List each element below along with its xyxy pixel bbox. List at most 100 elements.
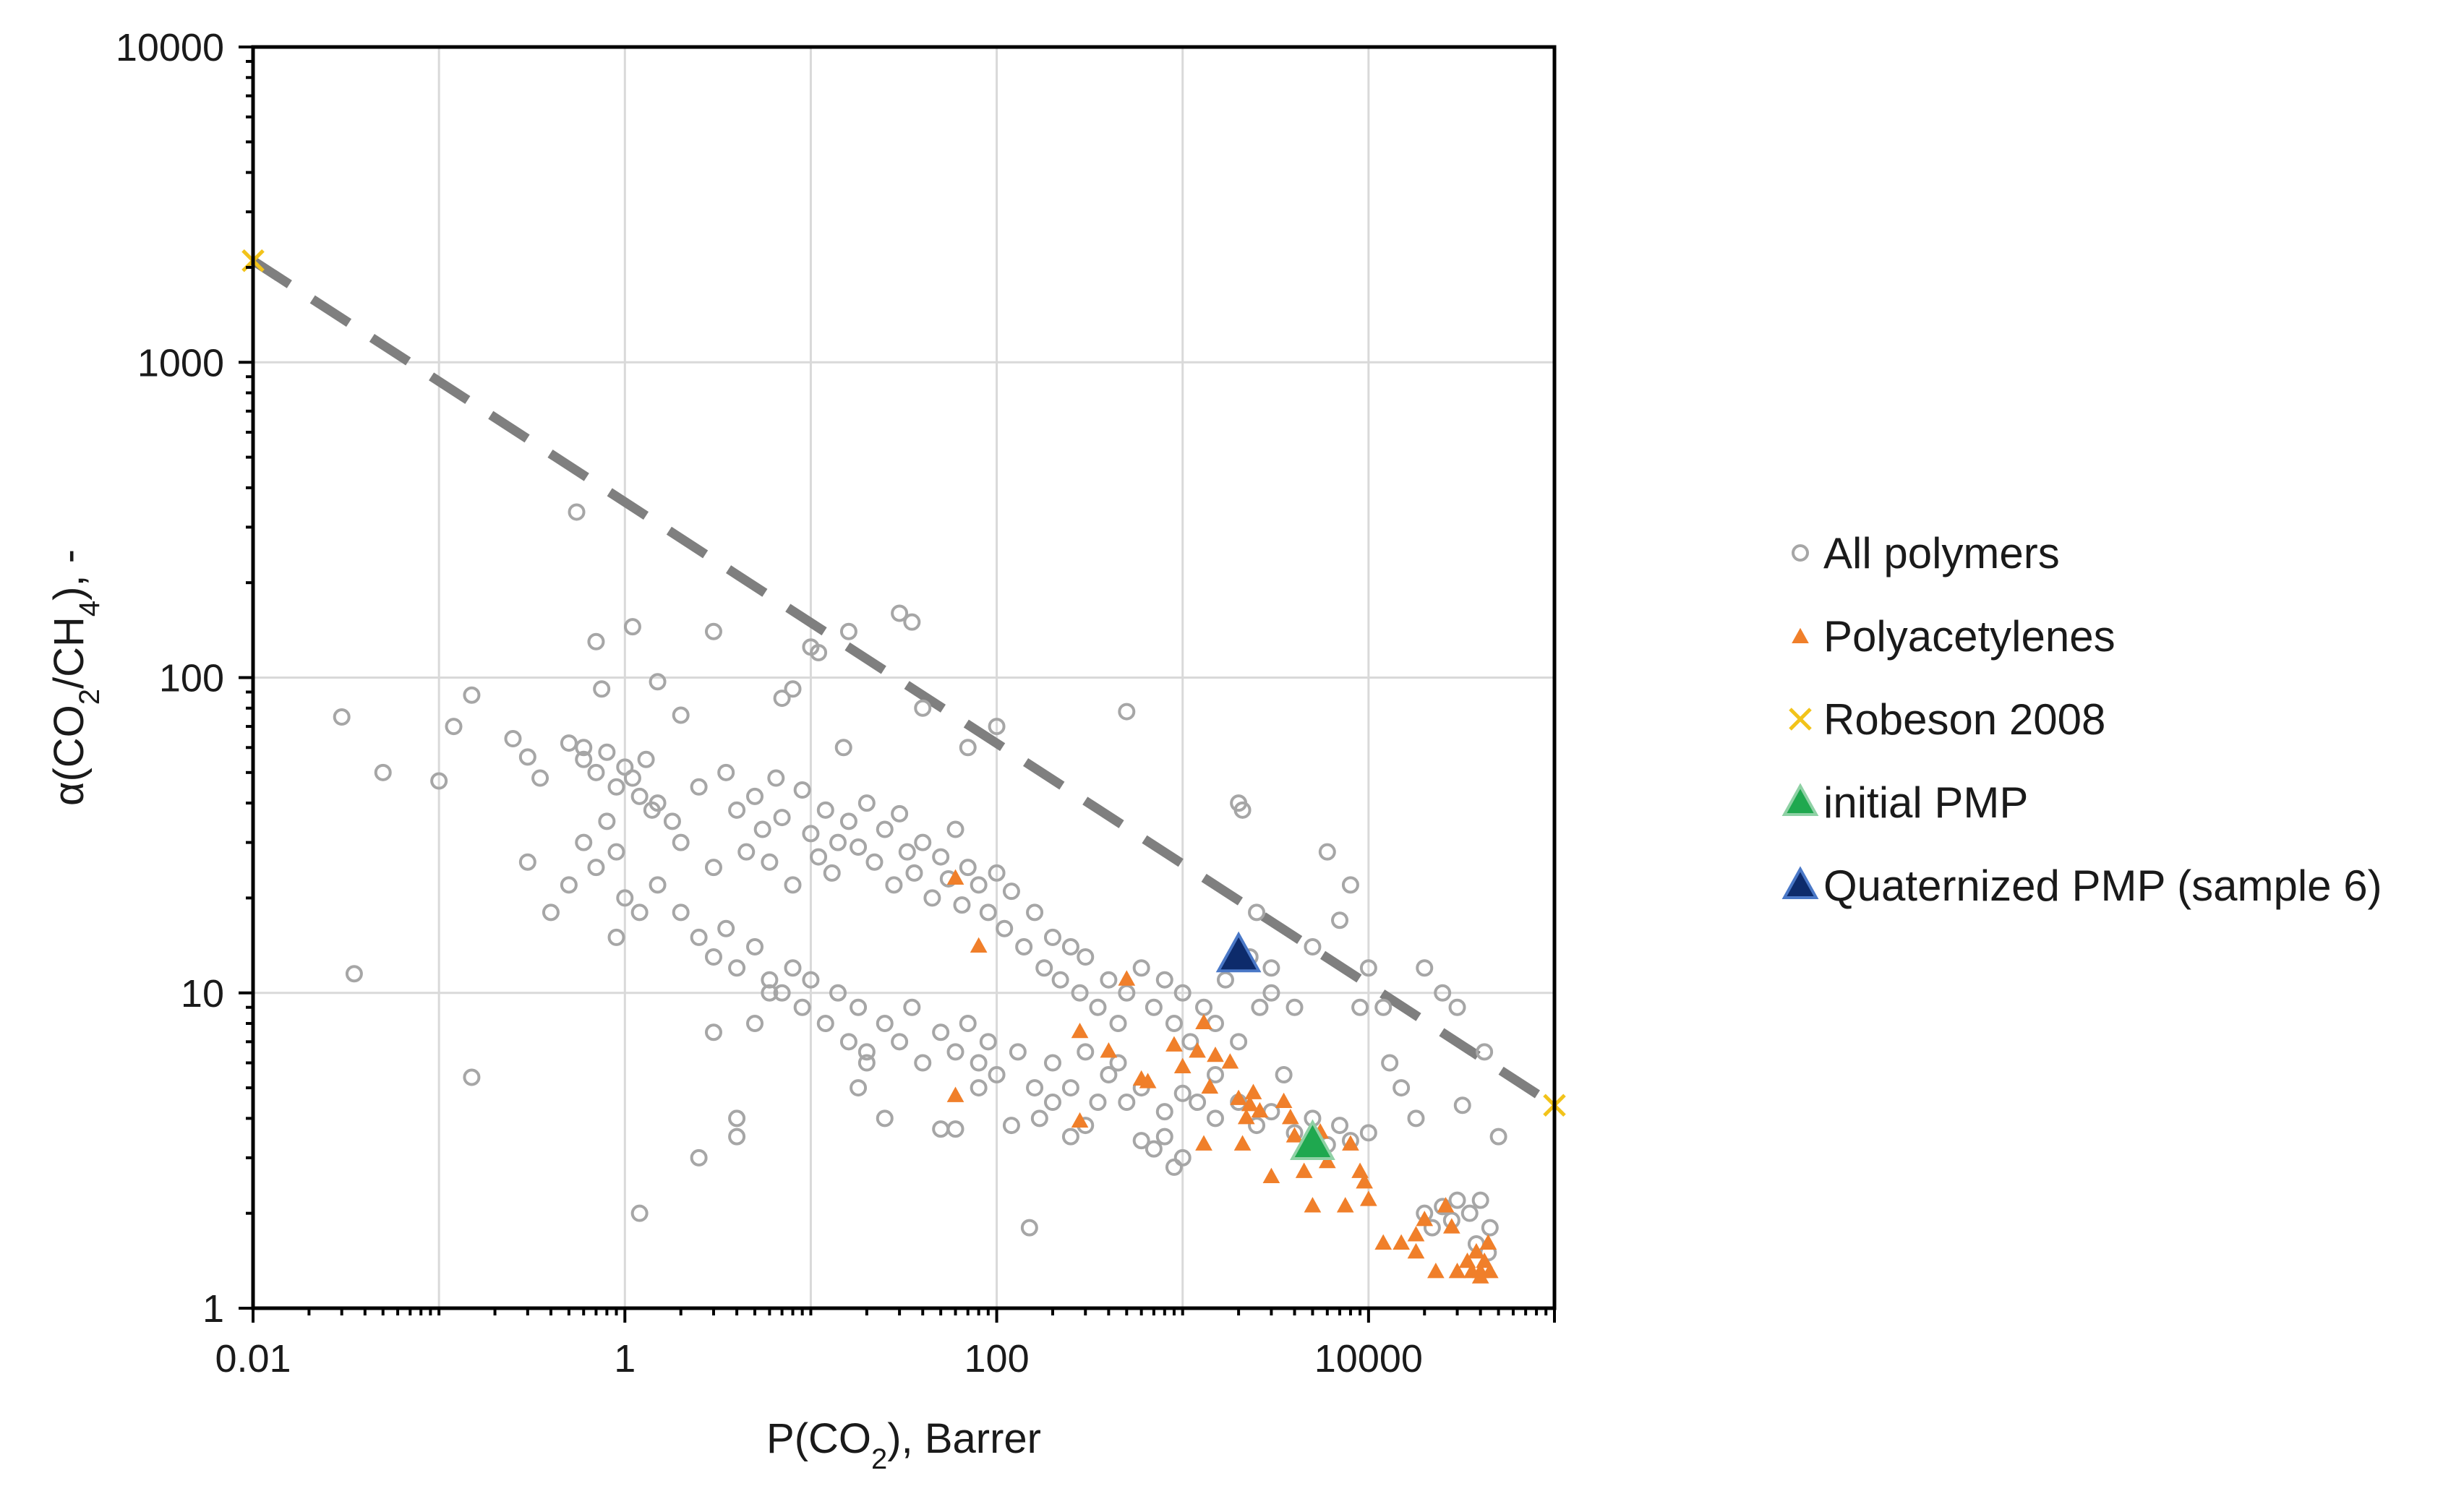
data-point-polyacetylene bbox=[1244, 1083, 1262, 1099]
data-point-polyacetylene bbox=[1233, 1135, 1252, 1151]
data-point-all-polymers bbox=[737, 843, 756, 861]
data-point-all-polymers bbox=[761, 971, 779, 989]
data-point-all-polymers bbox=[643, 801, 661, 819]
data-point-all-polymers bbox=[946, 1043, 964, 1061]
data-point-all-polymers bbox=[1181, 1033, 1199, 1051]
data-point-all-polymers bbox=[767, 769, 785, 787]
data-point-polyacetylene bbox=[1237, 1109, 1255, 1125]
legend-marker bbox=[1781, 866, 1819, 900]
data-point-all-polymers bbox=[587, 859, 605, 877]
data-point-all-polymers bbox=[1173, 1084, 1192, 1102]
legend-marker bbox=[1792, 627, 1809, 644]
series-initial_pmp bbox=[1290, 1119, 1335, 1160]
data-point-polyacetylene bbox=[1476, 1252, 1493, 1268]
data-point-all-polymers bbox=[1165, 1158, 1183, 1176]
data-point-all-polymers bbox=[850, 838, 868, 856]
legend-item-initial_pmp: initial PMP bbox=[1781, 778, 2028, 827]
data-point-all-polymers bbox=[802, 971, 820, 989]
data-point-all-polymers bbox=[1165, 1015, 1183, 1033]
data-point-all-polymers bbox=[784, 959, 802, 977]
legend-marker bbox=[1789, 708, 1812, 731]
data-point-all-polymers bbox=[959, 739, 977, 757]
data-point-all-polymers bbox=[587, 763, 605, 781]
data-point-all-polymers bbox=[932, 1120, 950, 1138]
data-point-all-polymers bbox=[1132, 1132, 1150, 1150]
data-point-all-polymers bbox=[988, 864, 1006, 882]
data-point-all-polymers bbox=[773, 809, 791, 827]
data-point-all-polymers bbox=[1026, 903, 1044, 922]
data-point-initial-pmp bbox=[1290, 1119, 1335, 1160]
legend-label: initial PMP bbox=[1823, 778, 2028, 827]
data-point-all-polymers bbox=[593, 680, 611, 698]
data-point-all-polymers bbox=[979, 1033, 997, 1051]
x-tick-label: 1 bbox=[614, 1337, 636, 1380]
data-point-all-polymers bbox=[1061, 938, 1079, 956]
data-point-all-polymers bbox=[1020, 1219, 1038, 1237]
data-point-all-polymers bbox=[1476, 1043, 1494, 1061]
data-point-polyacetylene bbox=[1195, 1013, 1212, 1030]
data-point-all-polymers bbox=[946, 1120, 964, 1138]
data-point-all-polymers bbox=[1423, 1219, 1441, 1237]
data-point-polyacetylene bbox=[1071, 1022, 1089, 1039]
data-point-all-polymers bbox=[728, 1128, 746, 1146]
legend-item-quaternized_pmp: Quaternized PMP (sample 6) bbox=[1781, 862, 2382, 910]
data-point-polyacetylene bbox=[1448, 1262, 1466, 1279]
data-point-polyacetylene bbox=[1286, 1127, 1304, 1143]
data-point-all-polymers bbox=[898, 843, 916, 861]
legend-item-polyacetylenes: Polyacetylenes bbox=[1792, 612, 2116, 661]
data-point-polyacetylene bbox=[1407, 1242, 1425, 1259]
data-point-polyacetylene bbox=[1393, 1234, 1410, 1250]
data-point-all-polymers bbox=[1359, 1124, 1377, 1142]
data-point-polyacetylene bbox=[1360, 1190, 1377, 1206]
data-point-all-polymers bbox=[959, 859, 977, 877]
y-axis-title: α(CO2/CH4), - bbox=[46, 549, 106, 806]
data-point-all-polymers bbox=[1453, 1096, 1471, 1114]
robeson-upper-bound-line bbox=[250, 257, 1557, 1109]
data-point-all-polymers bbox=[704, 1023, 722, 1042]
y-tick-label: 10 bbox=[181, 972, 224, 1015]
data-point-all-polymers bbox=[345, 965, 363, 983]
data-point-all-polymers bbox=[598, 743, 616, 761]
data-point-all-polymers bbox=[1043, 1054, 1061, 1072]
data-point-all-polymers bbox=[374, 763, 392, 781]
data-point-all-polymers bbox=[1015, 938, 1033, 956]
data-point-all-polymers bbox=[1262, 984, 1280, 1002]
data-point-all-polymers bbox=[914, 833, 932, 851]
data-point-all-polymers bbox=[834, 739, 852, 757]
data-point-all-polymers bbox=[1043, 928, 1061, 946]
data-point-all-polymers bbox=[690, 778, 708, 796]
data-point-all-polymers bbox=[1407, 1109, 1425, 1128]
data-point-all-polymers bbox=[1304, 938, 1322, 956]
data-point-all-polymers bbox=[1030, 1109, 1048, 1128]
legend-item-all_polymers: All polymers bbox=[1792, 529, 2060, 577]
y-tick-label: 1 bbox=[202, 1287, 224, 1331]
data-point-polyacetylene bbox=[1295, 1162, 1313, 1178]
data-point-quaternized-pmp bbox=[1215, 931, 1262, 973]
data-point-all-polymers bbox=[1248, 903, 1266, 922]
data-point-all-polymers bbox=[946, 820, 964, 838]
data-point-all-polymers bbox=[575, 739, 593, 757]
data-point-all-polymers bbox=[1077, 948, 1095, 966]
data-point-all-polymers bbox=[1089, 998, 1107, 1016]
data-point-all-polymers bbox=[1359, 959, 1377, 977]
data-point-all-polymers bbox=[1489, 1128, 1507, 1146]
data-point-all-polymers bbox=[1351, 998, 1369, 1016]
data-point-all-polymers bbox=[587, 632, 605, 650]
data-point-all-polymers bbox=[903, 998, 921, 1016]
data-point-all-polymers bbox=[1118, 703, 1136, 721]
data-point-all-polymers bbox=[1061, 1128, 1079, 1146]
data-point-polyacetylene bbox=[1189, 1042, 1206, 1058]
data-point-all-polymers bbox=[1341, 876, 1359, 894]
data-point-all-polymers bbox=[1331, 1117, 1349, 1135]
data-point-all-polymers bbox=[850, 998, 868, 1016]
data-point-all-polymers bbox=[1077, 1043, 1095, 1061]
data-point-all-polymers bbox=[1155, 1103, 1173, 1121]
y-tick-label: 100 bbox=[159, 657, 224, 700]
data-point-all-polymers bbox=[717, 763, 735, 781]
data-point-polyacetylene bbox=[1374, 1234, 1393, 1250]
data-point-all-polymers bbox=[575, 833, 593, 851]
data-point-all-polymers bbox=[560, 876, 578, 894]
data-point-all-polymers bbox=[810, 643, 828, 661]
legend-label: Robeson 2008 bbox=[1823, 695, 2105, 744]
